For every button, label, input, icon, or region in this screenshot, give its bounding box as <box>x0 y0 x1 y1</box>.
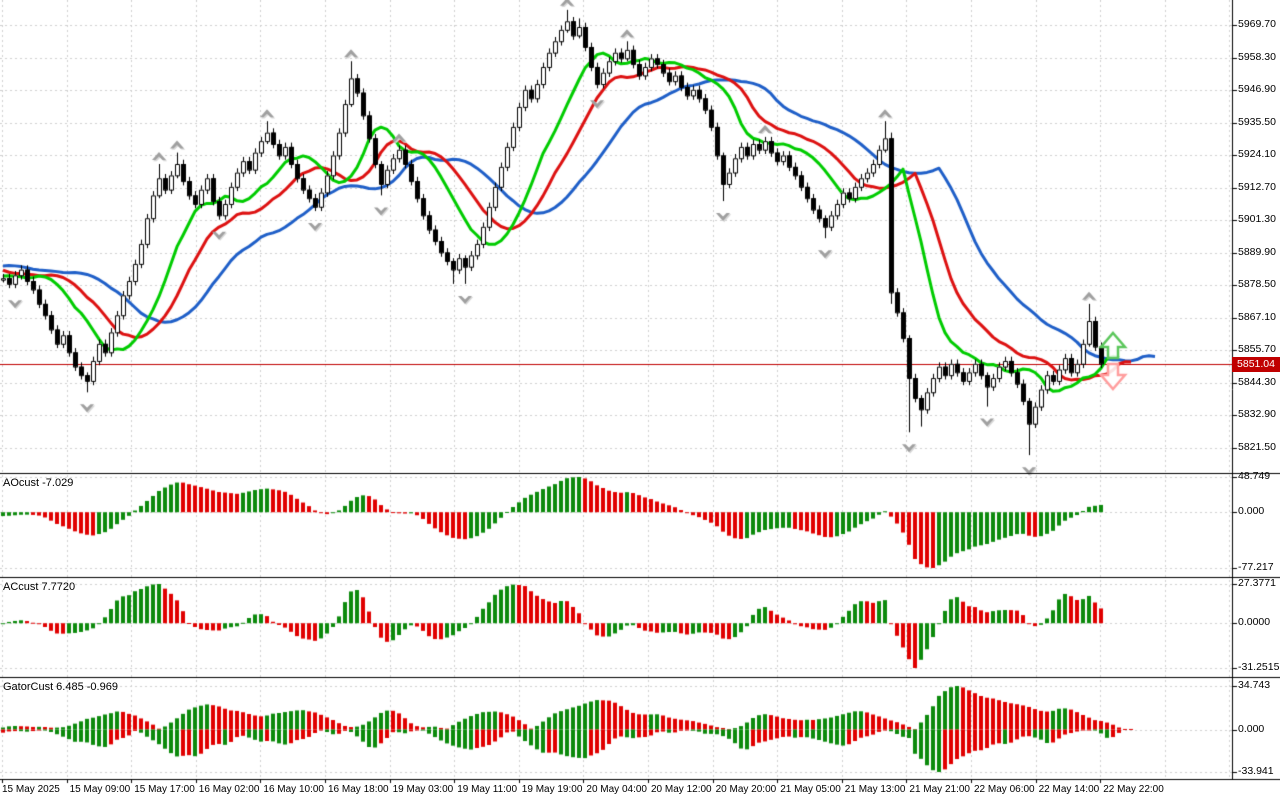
price-axis-label: 5844.30 <box>1238 375 1276 388</box>
price-axis-label: 5924.10 <box>1238 148 1276 161</box>
time-axis-label: 19 May 03:00 <box>392 784 454 795</box>
indicator-axis-label: 0.0000 <box>1238 616 1271 629</box>
current-price-badge: 5851.04 <box>1232 356 1280 372</box>
indicator-axis-label: 48.749 <box>1238 470 1271 482</box>
price-axis-label: 5878.50 <box>1238 278 1276 291</box>
indicator-axis-label: -77.217 <box>1238 561 1274 573</box>
time-axis-label: 15 May 17:00 <box>134 784 195 795</box>
price-axis-label: 5912.70 <box>1238 180 1276 193</box>
price-axis-label: 5901.30 <box>1238 213 1276 226</box>
time-axis-label: 20 May 20:00 <box>715 784 777 795</box>
time-axis-label: 19 May 11:00 <box>457 784 518 795</box>
indicator-axis-label: 34.743 <box>1238 679 1271 691</box>
price-axis-label: 5946.90 <box>1238 83 1276 96</box>
indicator-axis-label: -31.2515 <box>1238 661 1280 673</box>
indicator-axis-label: -33.941 <box>1238 765 1274 777</box>
gator-indicator-label: GatorCust 6.485 -0.969 <box>3 681 118 693</box>
price-axis-label: 5832.90 <box>1238 408 1276 421</box>
price-axis-label: 5867.10 <box>1238 310 1276 323</box>
time-axis-label: 20 May 04:00 <box>586 784 647 795</box>
indicator-axis-label: 27.3771 <box>1238 577 1276 589</box>
ao-indicator-label: AOcust -7.029 <box>3 477 74 489</box>
price-axis-label: 5821.50 <box>1238 441 1276 453</box>
price-axis-label: 5889.90 <box>1238 245 1276 258</box>
time-axis-label: 16 May 18:00 <box>328 784 389 795</box>
time-axis-label: 21 May 13:00 <box>844 784 906 795</box>
time-axis-label: 15 May 2025 <box>2 784 60 795</box>
price-axis-label: 5969.70 <box>1238 18 1276 30</box>
time-axis-label: 21 May 21:00 <box>909 784 970 795</box>
time-axis-label: 20 May 12:00 <box>651 784 712 795</box>
indicator-axis-label: 0.000 <box>1238 505 1265 518</box>
price-axis-label: 5855.70 <box>1238 343 1276 356</box>
time-axis-label: 16 May 10:00 <box>263 784 324 795</box>
time-axis-label: 22 May 22:00 <box>1103 784 1164 795</box>
price-axis-label: 5958.30 <box>1238 50 1276 63</box>
time-axis-label: 22 May 06:00 <box>974 784 1035 795</box>
time-axis-label: 21 May 05:00 <box>780 784 841 795</box>
time-axis-label: 19 May 19:00 <box>521 784 583 795</box>
time-axis-label: 15 May 09:00 <box>69 784 131 795</box>
time-axis-label: 22 May 14:00 <box>1038 784 1100 795</box>
price-axis-label: 5935.50 <box>1238 115 1276 128</box>
indicator-axis-label: 0.000 <box>1238 722 1265 735</box>
time-axis-label: 16 May 02:00 <box>198 784 260 795</box>
ac-indicator-label: ACcust 7.7720 <box>3 581 76 593</box>
